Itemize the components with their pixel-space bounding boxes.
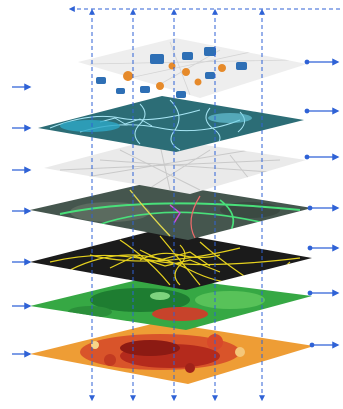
vertical-flow-arrows bbox=[89, 8, 265, 402]
briefcase-icon bbox=[150, 54, 164, 64]
coin-icon bbox=[156, 82, 164, 90]
coin-icon bbox=[218, 64, 226, 72]
briefcase-icon bbox=[236, 62, 247, 70]
left-input-arrows bbox=[12, 83, 32, 358]
coin-icon bbox=[123, 71, 133, 81]
right-output-arrows bbox=[304, 58, 340, 349]
coin-icon bbox=[194, 78, 202, 86]
briefcase-icon bbox=[176, 91, 186, 98]
briefcase-icon bbox=[96, 77, 106, 84]
poi-layer bbox=[78, 38, 307, 98]
briefcase-icon bbox=[182, 52, 193, 60]
hydrology-layer bbox=[38, 96, 304, 152]
briefcase-icon bbox=[140, 86, 150, 93]
road-network-layer bbox=[30, 230, 312, 290]
thematic-choropleth-layer bbox=[30, 322, 314, 384]
briefcase-icon bbox=[205, 72, 215, 79]
briefcase-icon bbox=[204, 47, 216, 56]
coin-icon bbox=[182, 68, 190, 76]
satellite-imagery-layer bbox=[30, 182, 312, 240]
briefcase-icon bbox=[116, 88, 125, 94]
